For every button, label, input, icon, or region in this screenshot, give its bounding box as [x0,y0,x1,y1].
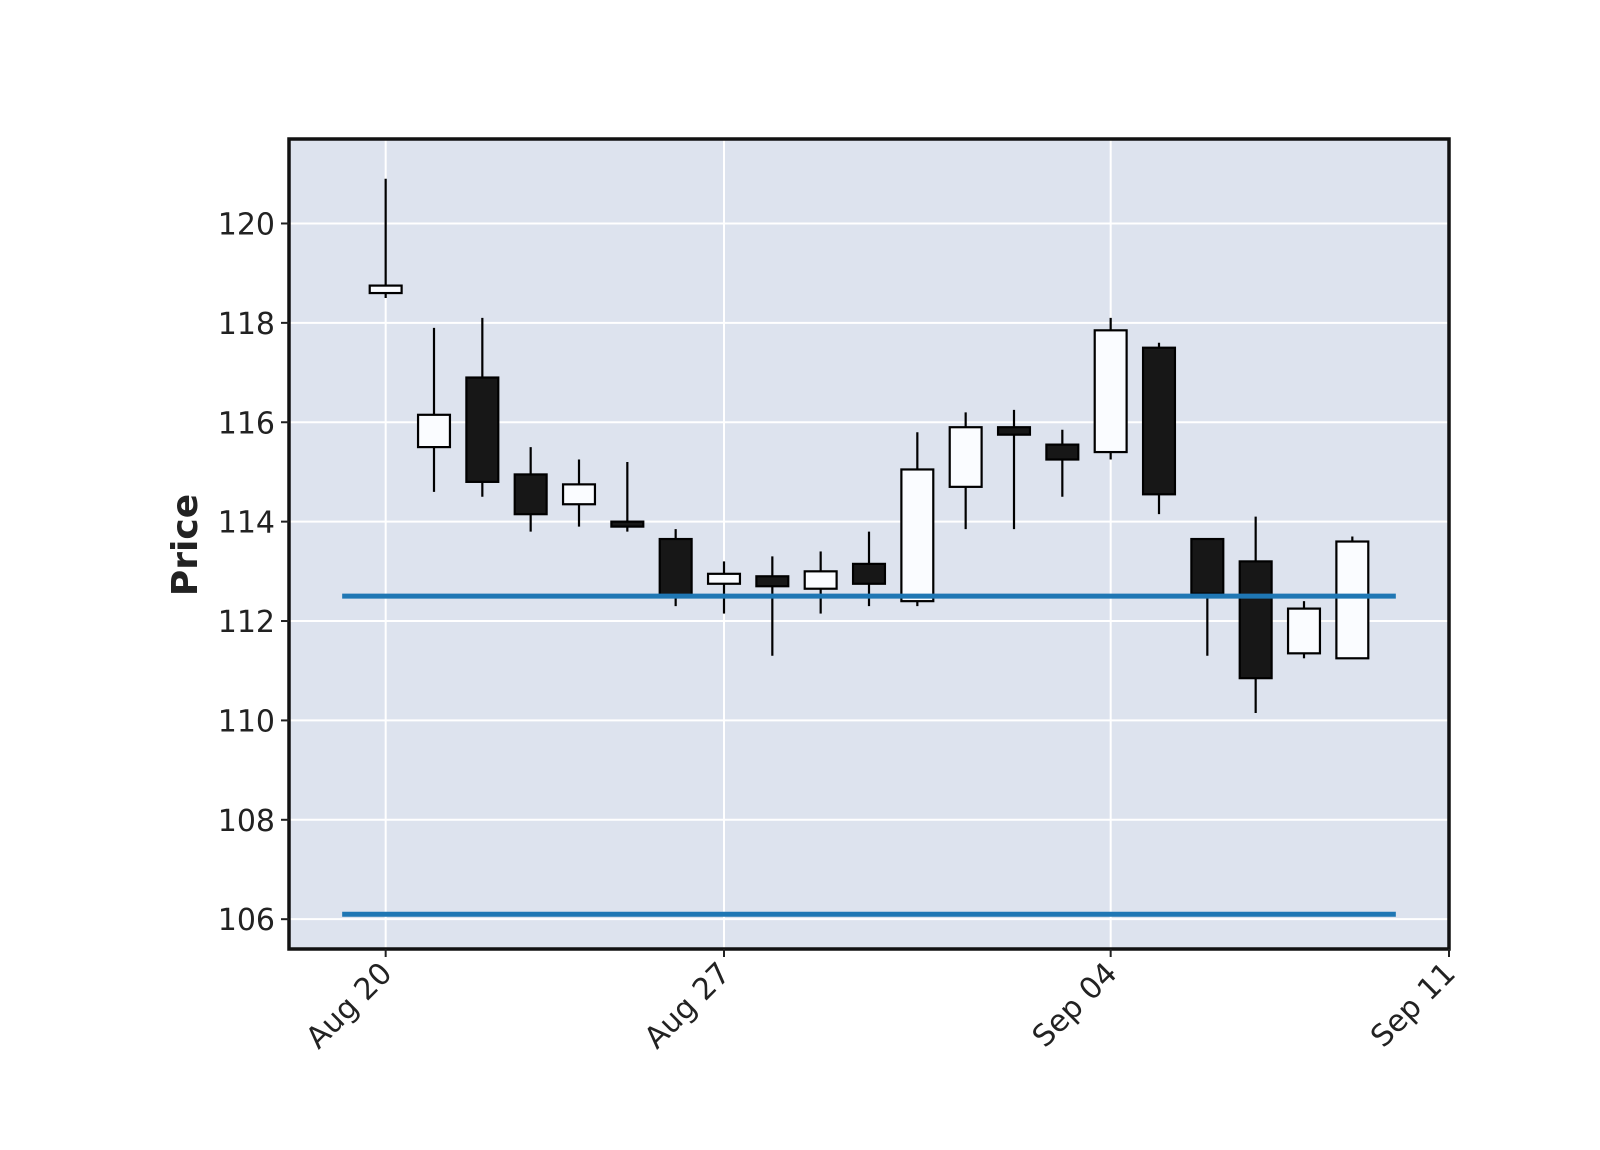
candle [996,409,1032,530]
candle-body-down [1141,346,1177,496]
x-tick-label: Sep 04 [1026,956,1124,1054]
candle [706,561,742,614]
y-tick-label: 112 [218,605,275,640]
candle-body-up [900,468,935,603]
candle-body-up [561,483,597,506]
y-tick-label: 116 [218,406,275,441]
candle [1335,536,1370,660]
candle [465,317,500,497]
candle-body-down [996,426,1032,436]
candle [658,529,693,607]
candle [513,447,548,532]
candle-body-up [1335,540,1370,660]
candles [368,178,1370,713]
candle [803,551,838,614]
candle [610,462,645,532]
candle-body-down [1238,560,1273,680]
candle [561,459,597,527]
y-tick-label: 114 [218,506,275,541]
candle [1045,429,1080,497]
x-tick-label: Aug 27 [638,956,738,1056]
candle-body-down [755,575,790,588]
candle-body-up [416,413,452,449]
candle [900,432,935,607]
candle [755,556,790,656]
candle-body-down [1045,443,1080,461]
candle-body-up [368,284,403,295]
candle [948,412,983,530]
y-tick-label: 120 [218,207,275,242]
candle [1141,342,1177,515]
candle-body-down [513,473,548,516]
candle [851,531,887,607]
candle-body-down [465,376,500,483]
candle [1238,516,1273,713]
candle-body-down [1190,537,1225,595]
y-axis-title: Price [165,494,206,596]
y-tick-label: 108 [218,804,275,839]
y-tick-label: 110 [218,704,275,739]
x-tick-label: Aug 20 [299,956,399,1056]
y-axis: 106 108 110 112 114 116 118 120 [218,207,289,938]
candle-body-up [706,572,742,585]
plot-frame [287,137,1451,951]
horizontal-lines [342,593,1396,917]
candle [416,327,452,492]
candle [1093,317,1128,460]
candle-body-up [803,570,838,590]
candle-body-up [1286,607,1322,655]
y-tick-label: 118 [218,307,275,342]
y-tick-label: 106 [218,903,275,938]
candle-body-down [658,537,693,598]
candle-body-up [948,426,983,488]
candle [368,178,403,299]
x-tick-label: Sep 11 [1364,956,1462,1054]
candle-body-down [610,520,645,528]
candle-body-down [851,562,887,585]
candle [1286,601,1322,659]
candle-body-up [1093,329,1128,454]
